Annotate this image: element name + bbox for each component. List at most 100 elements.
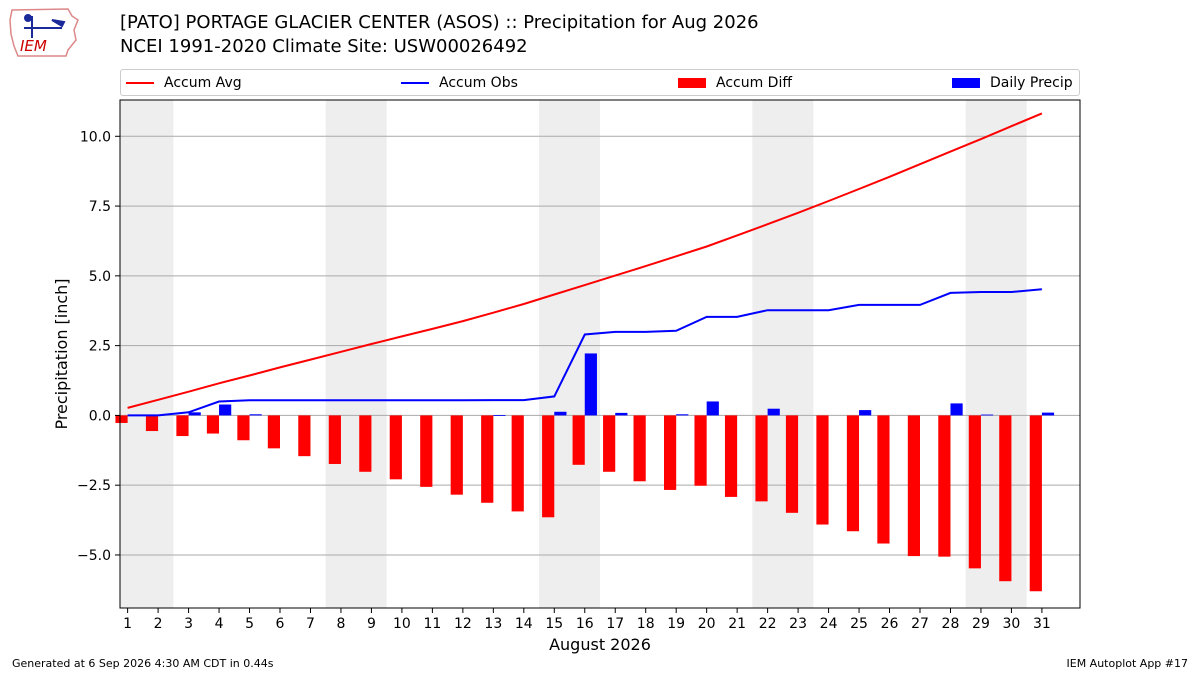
x-tick-label: 29	[972, 616, 990, 632]
x-tick-label: 14	[515, 616, 533, 632]
legend-item-daily-precip: Daily Precip	[952, 73, 1073, 93]
logo-text: IEM	[20, 37, 47, 55]
y-tick-label: 0.0	[89, 408, 111, 424]
x-tick-label: 27	[911, 616, 929, 632]
daily-precip-bar	[706, 401, 719, 416]
accum-obs-line	[127, 288, 1042, 417]
y-tick-label: 2.5	[89, 339, 111, 355]
iowa-state-outline-icon	[9, 8, 79, 57]
accum-diff-bar	[938, 415, 951, 557]
accum-diff-bar	[724, 415, 738, 497]
x-tick-label: 11	[423, 616, 441, 632]
accum-diff-bar	[237, 415, 250, 441]
daily-precip-bar	[767, 408, 780, 416]
y-tick-label: −5.0	[77, 548, 111, 564]
accum-diff-bar	[846, 415, 860, 532]
y-tick-label: 7.5	[89, 199, 111, 215]
accum-diff-bar	[145, 415, 159, 432]
accum-diff-bar	[1029, 415, 1042, 592]
daily-precip-bar	[676, 414, 689, 416]
y-tick-label: 5.0	[89, 269, 111, 285]
accum-diff-bar	[755, 415, 768, 502]
legend-item-accum-obs: Accum Obs	[401, 73, 518, 93]
iem-logo: IEM	[9, 8, 79, 57]
legend-label-accum-obs: Accum Obs	[439, 75, 518, 91]
accum-diff-bar	[542, 415, 555, 518]
x-tick-label: 12	[454, 616, 472, 632]
accum-diff-bar	[389, 415, 402, 480]
x-tick-label: 24	[820, 616, 838, 632]
x-tick-label: 2	[154, 616, 163, 632]
legend-swatch-accum-obs	[401, 82, 429, 84]
daily-precip-bar	[584, 353, 597, 416]
accum-diff-bar	[359, 415, 372, 472]
x-tick-label: 7	[306, 616, 315, 632]
x-tick-label: 17	[606, 616, 624, 632]
accum-diff-bar	[115, 415, 128, 423]
accum-diff-bar	[633, 415, 646, 482]
daily-precip-bar	[554, 411, 567, 416]
daily-precip-bar	[859, 410, 872, 416]
accum-diff-bar	[511, 415, 524, 512]
legend-swatch-accum-avg	[126, 82, 154, 84]
daily-precip-bar	[188, 412, 201, 416]
accum-diff-bar	[968, 415, 981, 569]
x-tick-label: 23	[789, 616, 807, 632]
accum-diff-bar	[999, 415, 1012, 582]
accum-avg-line	[127, 112, 1043, 409]
y-tick-label: −2.5	[77, 478, 111, 494]
accum-diff-bar	[907, 415, 920, 557]
gridlines	[120, 135, 1080, 556]
x-tick-label: 9	[367, 616, 376, 632]
x-tick-label: 20	[698, 616, 716, 632]
accum-diff-bar	[694, 415, 707, 486]
x-tick-label: 31	[1033, 616, 1051, 632]
x-tick-label: 26	[881, 616, 899, 632]
x-axis-label: August 2026	[549, 635, 651, 654]
x-tick-label: 25	[850, 616, 868, 632]
chart-subtitle: NCEI 1991-2020 Climate Site: USW00026492	[120, 36, 528, 57]
bars	[115, 353, 1055, 592]
legend: Accum Avg Accum Obs Accum Diff Daily Pre…	[120, 69, 1080, 96]
daily-precip-bar	[950, 403, 963, 416]
accum-diff-bar	[877, 415, 890, 544]
accum-diff-bar	[572, 415, 585, 465]
y-axis-label: Precipitation [inch]	[52, 278, 71, 429]
legend-label-accum-diff: Accum Diff	[716, 75, 793, 91]
accum-diff-bar	[603, 415, 616, 472]
lines	[127, 112, 1043, 417]
weekend-shading	[120, 100, 1027, 608]
axes: −5.0−2.50.02.55.07.510.01 2 3 4 5 6 7 8 9 10 11 12 1…	[77, 129, 1051, 632]
weekend-shade-band	[752, 100, 814, 608]
weather-station-icon	[24, 14, 66, 38]
x-tick-label: 15	[545, 616, 563, 632]
legend-swatch-daily-precip	[952, 78, 980, 88]
daily-precip-bar	[1041, 412, 1055, 416]
legend-label-daily-precip: Daily Precip	[990, 75, 1073, 91]
plot-frame	[119, 99, 1081, 609]
daily-precip-bar	[980, 414, 994, 416]
x-tick-label: 16	[576, 616, 594, 632]
x-tick-label: 30	[1003, 616, 1021, 632]
accum-diff-bar	[816, 415, 829, 525]
accum-diff-bar	[206, 415, 220, 434]
legend-item-accum-diff: Accum Diff	[678, 73, 792, 93]
x-tick-label: 8	[336, 616, 345, 632]
legend-item-accum-avg: Accum Avg	[126, 73, 242, 93]
accum-diff-bar	[481, 415, 494, 503]
legend-label-accum-avg: Accum Avg	[164, 75, 242, 91]
accum-diff-bar	[267, 415, 280, 449]
accum-diff-bar	[328, 415, 341, 464]
chart-title: [PATO] PORTAGE GLACIER CENTER (ASOS) :: …	[120, 12, 759, 33]
x-tick-label: 21	[728, 616, 746, 632]
x-tick-label: 6	[276, 616, 285, 632]
daily-precip-bar	[219, 404, 232, 416]
x-tick-label: 5	[245, 616, 254, 632]
accum-diff-bar	[298, 415, 311, 457]
daily-precip-bar	[249, 414, 262, 416]
legend-swatch-accum-diff	[678, 78, 706, 88]
x-tick-label: 19	[667, 616, 685, 632]
footer-app: IEM Autoplot App #17	[1066, 657, 1189, 670]
accum-diff-bar	[176, 415, 189, 437]
